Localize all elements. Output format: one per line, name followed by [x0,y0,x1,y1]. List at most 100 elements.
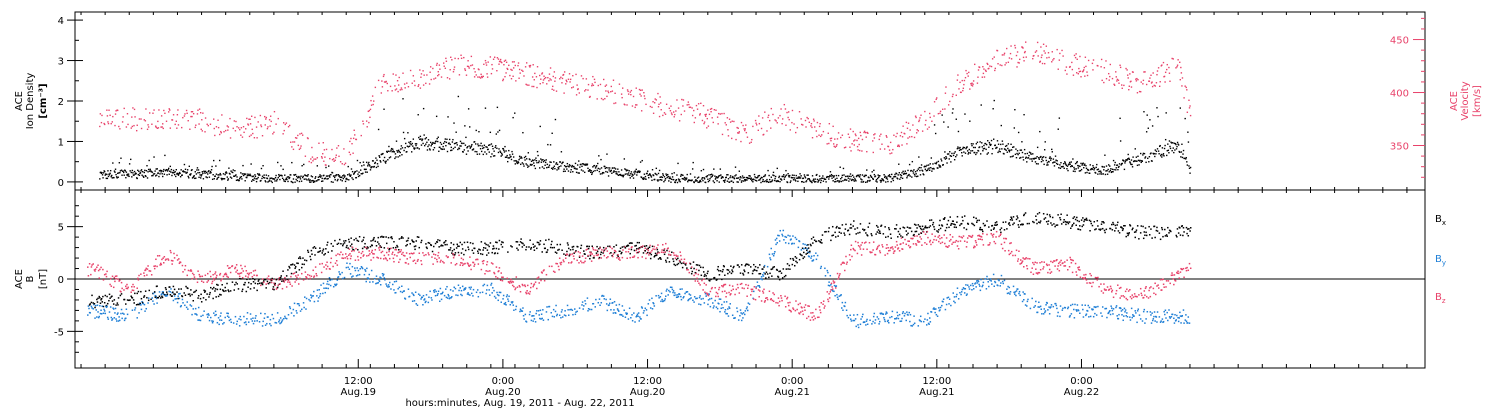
field-point-y [387,286,389,288]
field-point-y [511,302,513,304]
field-point-y [453,286,455,289]
velocity-point [325,148,328,151]
velocity-point [1159,81,1161,83]
density-point [952,154,955,157]
field-point-x [428,242,431,244]
velocity-point [878,138,880,141]
density-point [752,181,754,183]
density-point [1015,148,1017,150]
density-point [1023,113,1025,116]
density-point [1189,166,1192,169]
density-point [230,170,232,172]
field-point-y [476,289,479,291]
field-point-z [555,262,557,265]
field-point-z [266,277,269,280]
density-point [723,181,726,183]
density-point [1115,169,1117,171]
velocity-point [855,134,857,137]
field-point-y [111,318,114,320]
density-point [906,177,908,179]
density-point [644,178,646,180]
density-point [181,174,183,176]
field-point-x [551,240,553,243]
density-point [526,164,528,166]
field-point-x [472,252,475,254]
density-point [615,172,617,175]
field-point-z [542,270,545,272]
velocity-point [352,137,355,140]
velocity-point [486,73,488,75]
density-point [307,178,310,180]
velocity-point [422,84,425,86]
velocity-point [1142,79,1145,82]
velocity-point [942,108,944,110]
field-point-z [191,277,193,280]
density-point [339,179,342,181]
velocity-point [323,149,326,151]
field-point-z [87,266,89,268]
field-point-y [290,312,293,314]
velocity-point [152,112,154,114]
density-point [915,175,918,178]
velocity-point [439,68,441,70]
field-point-y [587,308,590,310]
field-point-x [252,277,254,280]
density-point [137,169,139,172]
field-point-x [578,256,581,258]
field-point-z [357,255,359,258]
density-point [566,168,568,170]
field-point-z [378,249,381,251]
density-point [343,176,346,178]
density-point [963,146,966,149]
velocity-point [600,97,603,100]
density-point [517,160,519,163]
density-point [614,170,616,173]
field-point-z [127,286,129,289]
field-point-z [413,252,415,254]
velocity-point [419,87,422,89]
density-point [257,176,259,179]
velocity-point [354,134,356,136]
velocity-point [204,117,207,119]
field-point-z [184,268,186,271]
density-point [660,176,662,178]
field-point-y [490,282,493,285]
density-point [876,181,878,183]
velocity-point [994,67,997,70]
velocity-point [915,116,917,119]
field-point-z [373,253,375,255]
density-point [209,172,211,174]
density-point [987,140,989,142]
field-point-z [537,276,540,278]
field-point-y [123,319,126,322]
field-point-x [181,295,184,298]
field-point-z [425,253,427,256]
velocity-point [814,126,816,128]
velocity-point [604,85,607,87]
density-point [452,138,454,141]
velocity-point [487,61,489,63]
density-point [1179,151,1181,153]
field-point-z [171,263,173,265]
density-point [776,167,778,170]
density-point [1107,168,1109,171]
velocity-point [229,137,232,139]
velocity-point [534,72,536,75]
field-point-x [325,248,327,250]
field-point-x [222,289,224,291]
velocity-point [1018,62,1020,64]
field-point-z [87,275,90,277]
density-point [138,174,141,177]
density-point [1006,144,1008,147]
velocity-point [521,69,523,71]
density-point [424,138,426,140]
velocity-point [492,58,495,60]
density-point [1126,158,1129,160]
density-point [749,175,751,177]
field-point-x [211,288,214,290]
field-point-z [518,284,521,287]
density-point [861,174,864,176]
field-point-x [520,242,523,244]
density-point [529,163,532,166]
velocity-point [594,81,596,84]
